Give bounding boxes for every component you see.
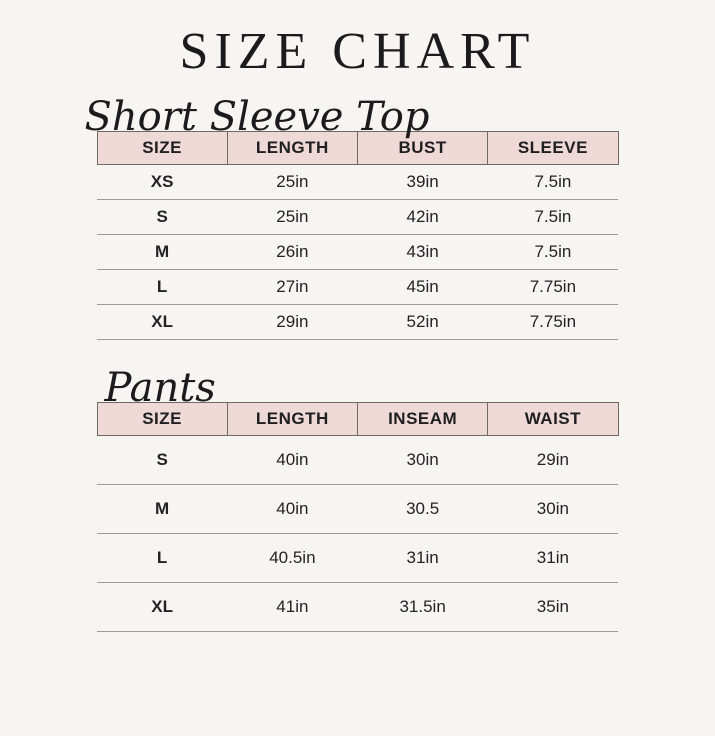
size-cell: S [97,435,228,485]
length-cell: 25in [227,199,358,235]
table-header: SIZE LENGTH INSEAM WAIST [96,402,619,436]
table-header: SIZE LENGTH BUST SLEEVE [96,131,619,165]
table-body: S 40in 30in 29in M 40in 30.5 30in L 40.5… [97,435,618,632]
table-row: L 40.5in 31in 31in [97,533,618,583]
bust-cell: 52in [357,304,488,340]
table-row: S 25in 42in 7.5in [97,199,618,235]
size-table-pants: SIZE LENGTH INSEAM WAIST S 40in 30in 29i… [96,402,619,632]
size-cell: L [97,269,228,305]
waist-cell: 31in [487,533,618,583]
table-row: L 27in 45in 7.75in [97,269,618,305]
sleeve-cell: 7.5in [487,199,618,235]
column-header-waist: WAIST [487,402,619,436]
header-row: SIZE LENGTH INSEAM WAIST [96,402,619,436]
column-header-length: LENGTH [226,402,359,436]
size-cell: XS [97,164,228,200]
size-cell: S [97,199,228,235]
page-title: SIZE CHART [179,23,536,80]
inseam-cell: 30.5 [357,484,488,534]
length-cell: 27in [227,269,358,305]
sleeve-cell: 7.5in [487,164,618,200]
waist-cell: 30in [487,484,618,534]
column-header-size: SIZE [96,131,228,165]
section-heading-pants: Pants [104,365,216,411]
content-column: Short Sleeve Top SIZE LENGTH BUST SLEEVE… [85,97,619,632]
table-row: XS 25in 39in 7.5in [97,164,618,200]
waist-cell: 29in [487,435,618,485]
header-row: SIZE LENGTH BUST SLEEVE [96,131,619,165]
bust-cell: 42in [357,199,488,235]
table-body: XS 25in 39in 7.5in S 25in 42in 7.5in M 2… [97,164,618,340]
inseam-cell: 31.5in [357,582,488,632]
table-row: M 40in 30.5 30in [97,484,618,534]
sleeve-cell: 7.75in [487,269,618,305]
size-cell: L [97,533,228,583]
sleeve-cell: 7.5in [487,234,618,270]
table-row: M 26in 43in 7.5in [97,234,618,270]
waist-cell: 35in [487,582,618,632]
length-cell: 29in [227,304,358,340]
size-cell: M [97,234,228,270]
length-cell: 40.5in [227,533,358,583]
size-cell: M [97,484,228,534]
length-cell: 41in [227,582,358,632]
length-cell: 40in [227,484,358,534]
size-table-short-sleeve-top: SIZE LENGTH BUST SLEEVE XS 25in 39in 7.5… [96,131,619,340]
length-cell: 26in [227,234,358,270]
table-row: S 40in 30in 29in [97,435,618,485]
size-cell: XL [97,304,228,340]
column-header-size: SIZE [96,402,228,436]
table-row: XL 41in 31.5in 35in [97,582,618,632]
section-heading-short-sleeve-top: Short Sleeve Top [84,94,430,140]
section-pants: Pants SIZE LENGTH INSEAM WAIST S 40in 30… [96,365,619,632]
bust-cell: 43in [357,234,488,270]
sleeve-cell: 7.75in [487,304,618,340]
table-row: XL 29in 52in 7.75in [97,304,618,340]
size-cell: XL [97,582,228,632]
column-header-inseam: INSEAM [356,402,489,436]
bust-cell: 45in [357,269,488,305]
length-cell: 40in [227,435,358,485]
size-chart-page: SIZE CHART Short Sleeve Top SIZE LENGTH … [0,22,715,736]
inseam-cell: 31in [357,533,488,583]
bust-cell: 39in [357,164,488,200]
column-header-bust: BUST [356,131,489,165]
column-header-sleeve: SLEEVE [487,131,619,165]
length-cell: 25in [227,164,358,200]
inseam-cell: 30in [357,435,488,485]
section-short-sleeve-top: Short Sleeve Top SIZE LENGTH BUST SLEEVE… [85,97,619,340]
